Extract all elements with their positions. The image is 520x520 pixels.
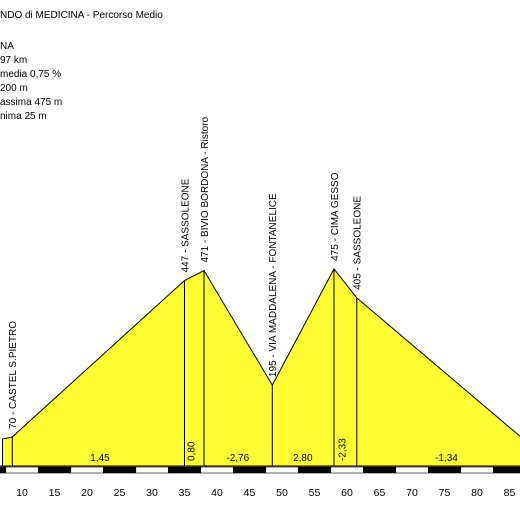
km-bar-segment [330, 466, 364, 474]
x-tick-label: 75 [439, 487, 451, 499]
km-bar-segment [492, 466, 520, 474]
x-tick-label: 15 [49, 487, 61, 499]
km-bar-segment [135, 466, 169, 474]
km-bar-segment [37, 466, 72, 474]
stat-max-elevation: assima 475 m [0, 97, 63, 108]
stat-avg-gradient: media 0,75 % [0, 69, 62, 80]
chart-title: NDO di MEDICINA - Percorso Medio [0, 10, 163, 21]
x-tick-label: 10 [16, 487, 28, 499]
x-tick-label: 55 [309, 487, 321, 499]
km-bar-segment [200, 466, 234, 474]
x-tick-label: 50 [276, 487, 288, 499]
waypoint-label: 447 - SASSOLEONE [181, 178, 192, 272]
x-tick-label: 35 [179, 487, 191, 499]
km-bar-segment [265, 466, 299, 474]
stat-name: NA [0, 41, 14, 52]
waypoint-label: 195 - VIA MADDALENA - FONTANELICE [268, 193, 279, 377]
stat-elevation-gain: 200 m [0, 83, 28, 94]
km-bar-segment [168, 466, 202, 474]
gradient-label: 0,80 [186, 441, 197, 461]
x-tick-label: 20 [81, 487, 93, 499]
waypoint-label: 475 - CIMA GESSO [330, 172, 341, 261]
gradient-label: -2,33 [338, 438, 349, 461]
km-bar-segment [103, 466, 137, 474]
x-tick-label: 25 [114, 487, 126, 499]
gradient-label: 2,80 [293, 453, 313, 464]
gradient-label: -2,76 [226, 453, 249, 464]
x-tick-label: 80 [471, 487, 483, 499]
x-tick-label: 45 [244, 487, 256, 499]
stat-min-elevation: nima 25 m [0, 111, 47, 122]
gradient-label: -1,34 [435, 453, 458, 464]
x-tick-label: 60 [341, 487, 353, 499]
km-bar-segment [460, 466, 494, 474]
km-bar-segment [427, 466, 462, 474]
waypoint-label: 405 - SASSOLEONE [353, 196, 364, 290]
x-tick-label: 65 [374, 487, 386, 499]
km-bar-segment [70, 466, 104, 474]
x-tick-label: 85 [504, 487, 516, 499]
waypoint-label: 70 - CASTEL S.PIETRO [8, 321, 19, 429]
x-tick-label: 30 [146, 487, 158, 499]
km-bar-segment [395, 466, 429, 474]
waypoint-label: 471 - BIVIO BORDONA - Ristoro [200, 117, 211, 263]
km-bar-segment [297, 466, 332, 474]
km-bar-segment [0, 466, 7, 474]
x-tick-label: 40 [211, 487, 223, 499]
km-bar-segment [362, 466, 397, 474]
km-bar-segment [5, 466, 39, 474]
elevation-area [2, 267, 520, 467]
gradient-label: 1,45 [90, 453, 110, 464]
stat-distance: 97 km [0, 55, 28, 66]
km-bar-segment [233, 466, 267, 474]
x-tick-label: 70 [406, 487, 418, 499]
